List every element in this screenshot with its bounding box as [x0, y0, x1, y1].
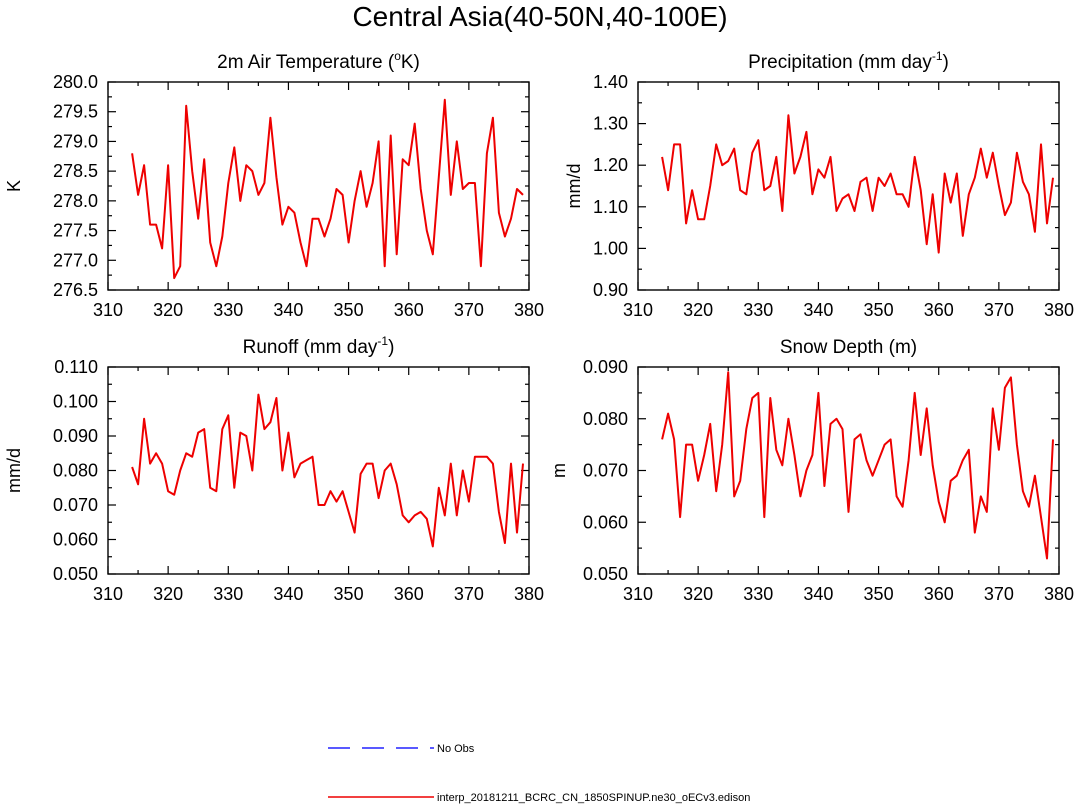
legend-label-1: No Obs [437, 743, 475, 755]
y-axis-label: m [549, 463, 569, 478]
y-tick-label: 276.5 [53, 280, 98, 300]
y-tick-label: 1.10 [593, 197, 628, 217]
chart-panel-4: Snow Depth (m) m 310 320 330 340 350 360 370 380 0… [549, 337, 1074, 604]
x-tick-label: 380 [514, 300, 544, 320]
y-tick-label: 1.00 [593, 238, 628, 258]
panel-title-text: Snow Depth (m) [780, 337, 917, 358]
y-tick-label: 0.110 [54, 357, 98, 377]
y-tick-label: 279.0 [53, 131, 98, 151]
panel-title-text: Precipitation (mm day [748, 52, 932, 73]
y-tick-label: 0.090 [583, 357, 628, 377]
chart-panel-2: Precipitation (mm day-1) mm/d 310 320 330 340… [564, 49, 1074, 320]
x-tick-label: 310 [93, 584, 123, 604]
x-tick-label: 380 [1044, 300, 1074, 320]
legend-label-2: interp_20181211_BCRC_CN_1850SPINUP.ne30_… [437, 792, 750, 804]
y-tick-label: 278.0 [53, 191, 98, 211]
x-tick-label: 330 [213, 584, 243, 604]
y-tick-label: 0.070 [583, 461, 628, 481]
x-tick-label: 340 [803, 300, 833, 320]
x-tick-label: 330 [213, 300, 243, 320]
y-tick-label: 0.080 [583, 409, 628, 429]
x-tick-label: 340 [803, 584, 833, 604]
x-tick-label: 370 [454, 300, 484, 320]
y-tick-label: 0.90 [593, 280, 628, 300]
panel-title-tail: K) [401, 52, 420, 73]
x-tick-label: 320 [683, 300, 713, 320]
y-tick-label: 0.090 [53, 426, 98, 446]
panel-title-superscript: -1 [377, 334, 388, 348]
panel-title-text: 2m Air Temperature ( [217, 52, 395, 73]
y-axis-label: K [4, 180, 24, 192]
y-tick-label: 277.0 [53, 250, 98, 270]
series-line [131, 393, 524, 548]
y-tick-label: 1.20 [593, 155, 628, 175]
y-tick-label: 277.5 [53, 221, 98, 241]
x-tick-label: 320 [153, 584, 183, 604]
series-line [131, 98, 524, 280]
panel-title-text: Runoff (mm day [243, 337, 378, 358]
x-tick-label: 340 [273, 300, 303, 320]
x-tick-label: 350 [334, 300, 364, 320]
panel-title-superscript: o [394, 49, 401, 63]
panel-title-superscript: -1 [932, 49, 943, 63]
panel-title: 2m Air Temperature (oK) [217, 49, 420, 73]
x-tick-label: 350 [334, 584, 364, 604]
page-title: Central Asia(40-50N,40-100E) [352, 1, 728, 32]
panel-title: Runoff (mm day-1) [243, 334, 395, 358]
y-tick-label: 279.5 [53, 102, 98, 122]
x-tick-label: 320 [153, 300, 183, 320]
x-tick-label: 370 [984, 300, 1014, 320]
panel-title-tail: ) [943, 52, 949, 73]
y-axis-label: mm/d [4, 448, 24, 493]
x-tick-label: 360 [394, 300, 424, 320]
x-tick-label: 380 [514, 584, 544, 604]
x-tick-label: 320 [683, 584, 713, 604]
x-tick-label: 350 [864, 300, 894, 320]
y-tick-label: 0.070 [53, 495, 98, 515]
x-tick-label: 370 [454, 584, 484, 604]
x-tick-label: 360 [394, 584, 424, 604]
x-tick-label: 310 [623, 300, 653, 320]
chart-panel-3: Runoff (mm day-1) mm/d 310 320 330 340 350 360 3… [4, 334, 544, 604]
y-tick-label: 0.080 [53, 461, 98, 481]
y-tick-label: 1.40 [593, 72, 628, 92]
y-tick-label: 0.100 [53, 392, 98, 412]
y-axis-label: mm/d [564, 164, 584, 209]
x-tick-label: 360 [924, 300, 954, 320]
plot-frame [107, 366, 530, 575]
x-tick-label: 330 [743, 300, 773, 320]
y-tick-label: 280.0 [53, 72, 98, 92]
panel-title: Snow Depth (m) [780, 337, 917, 358]
panel-title: Precipitation (mm day-1) [748, 49, 949, 73]
panel-title-tail: ) [388, 337, 394, 358]
y-tick-label: 0.060 [583, 512, 628, 532]
x-tick-label: 350 [864, 584, 894, 604]
x-tick-label: 380 [1044, 584, 1074, 604]
x-tick-label: 310 [93, 300, 123, 320]
x-tick-label: 330 [743, 584, 773, 604]
legend: No Obs interp_20181211_BCRC_CN_1850SPINUP… [328, 743, 750, 804]
y-tick-label: 278.5 [53, 161, 98, 181]
y-tick-label: 0.050 [583, 564, 628, 584]
y-tick-label: 0.050 [53, 564, 98, 584]
chart-panel-1: 2m Air Temperature (oK) K 310 320 330 340 350 3… [4, 49, 544, 320]
x-tick-label: 360 [924, 584, 954, 604]
y-tick-label: 0.060 [53, 530, 98, 550]
x-tick-label: 340 [273, 584, 303, 604]
x-tick-label: 310 [623, 584, 653, 604]
series-line [661, 114, 1054, 254]
x-tick-label: 370 [984, 584, 1014, 604]
plot-frame [637, 81, 1060, 291]
series-line [661, 371, 1054, 560]
y-tick-label: 1.30 [593, 114, 628, 134]
